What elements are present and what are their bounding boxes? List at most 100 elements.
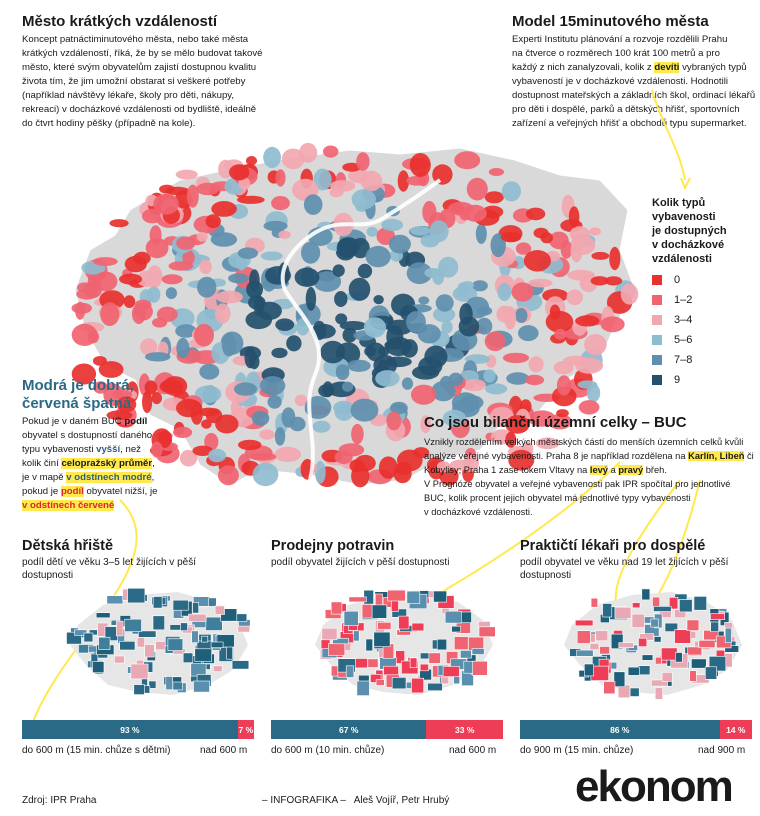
highlight-pravy: pravý xyxy=(618,465,644,475)
map-cell xyxy=(176,337,190,359)
map-cell xyxy=(360,170,383,192)
map-cell xyxy=(173,426,193,438)
map-cell xyxy=(484,191,504,204)
map-cell xyxy=(303,194,323,215)
map-cell xyxy=(501,181,521,202)
map-cell xyxy=(462,379,486,392)
buc-area xyxy=(152,615,165,631)
map-cell xyxy=(301,241,321,264)
map-cell xyxy=(313,168,332,191)
map-cell xyxy=(338,443,365,457)
buc-area xyxy=(210,641,224,648)
buc-area xyxy=(130,663,149,680)
vltava-river xyxy=(280,178,442,481)
buc-area xyxy=(345,665,355,678)
map-cell xyxy=(140,338,158,356)
buc-area xyxy=(686,619,700,631)
map-cell xyxy=(339,321,367,331)
model-line: na čtverce o rozměrech 100 krát 100 metr… xyxy=(512,48,720,59)
map-cell xyxy=(133,302,153,321)
map-cell xyxy=(335,313,348,325)
buc-area xyxy=(83,632,94,643)
buc-area xyxy=(343,610,359,626)
legend-item-0: 0 xyxy=(652,270,760,290)
map-cell xyxy=(151,392,162,405)
map-cell xyxy=(260,251,283,261)
map-cell xyxy=(251,410,270,426)
buc-area xyxy=(409,657,418,669)
panel-title: Dětská hřiště xyxy=(22,538,114,554)
buc-area xyxy=(583,663,594,677)
buc-area xyxy=(354,658,368,669)
buc-area xyxy=(328,643,346,656)
panel-doctors: Praktičtí lékaři pro dospělé podíl obyva… xyxy=(520,538,760,582)
map-cell xyxy=(454,151,481,170)
buc-area xyxy=(92,661,105,673)
buc-area xyxy=(406,590,421,604)
buc-area xyxy=(653,636,662,643)
connector-arrow xyxy=(680,177,691,191)
map-cell xyxy=(147,265,163,288)
map-cell xyxy=(259,429,275,440)
buc-area xyxy=(321,627,338,641)
buc-text: Vznikly rozdělením velkých městských čás… xyxy=(424,437,754,517)
map-cell xyxy=(350,398,379,422)
map-cell xyxy=(165,287,177,300)
buc-area xyxy=(367,658,379,668)
map-cell xyxy=(201,419,212,429)
map-cell xyxy=(342,381,354,392)
buc-area xyxy=(348,596,367,603)
map-cell xyxy=(204,433,219,451)
buc-area xyxy=(679,599,693,613)
map-cell xyxy=(208,448,227,463)
buc-area xyxy=(576,649,594,657)
buc-area xyxy=(74,629,88,636)
buc-area xyxy=(669,596,679,610)
map-cell xyxy=(511,282,534,302)
buc-area xyxy=(661,672,673,682)
map-cell xyxy=(149,225,162,246)
map-cell xyxy=(312,420,331,433)
legend-item-9: 9 xyxy=(652,370,760,390)
map-cell xyxy=(488,168,504,176)
map-cell xyxy=(278,230,291,239)
map-cell xyxy=(281,407,296,428)
buc-area xyxy=(419,663,429,672)
buc-area xyxy=(444,610,462,624)
map-cell xyxy=(175,169,198,180)
model-title: Model 15minutového města xyxy=(512,13,709,30)
bar-bad-segment: 33 % xyxy=(426,720,503,739)
map-cell xyxy=(147,286,161,303)
buc-area xyxy=(201,635,209,643)
map-cell xyxy=(373,295,384,305)
bar-bad-segment: 14 % xyxy=(719,720,752,739)
map-cell xyxy=(527,410,556,427)
bar-good-segment: 86 % xyxy=(520,720,720,739)
map-cell xyxy=(600,316,625,333)
map-cell xyxy=(366,226,378,237)
map-cell xyxy=(485,383,508,395)
map-cell xyxy=(442,409,466,427)
map-cell xyxy=(153,193,179,215)
buc-area xyxy=(356,680,370,696)
map-cell xyxy=(590,276,609,286)
map-cell xyxy=(305,286,317,311)
map-cell xyxy=(335,364,350,381)
map-cell xyxy=(100,302,120,327)
map-cell xyxy=(393,463,412,484)
ekonom-logo: ekonom xyxy=(575,762,734,811)
map-cell xyxy=(515,308,528,323)
map-cell xyxy=(347,359,371,372)
buc-area xyxy=(654,687,663,700)
buc-area xyxy=(454,636,469,650)
map-cell xyxy=(609,246,621,271)
map-cell xyxy=(397,170,410,192)
map-cell xyxy=(194,385,222,403)
panel-subtitle: podíl obyvatel ve věku nad 19 let žijící… xyxy=(520,557,729,581)
buc-area xyxy=(191,630,199,644)
map-cell xyxy=(229,164,250,181)
buc-area xyxy=(451,625,461,633)
map-cell xyxy=(281,148,305,170)
map-cell xyxy=(476,317,493,335)
map-cell xyxy=(385,356,412,368)
